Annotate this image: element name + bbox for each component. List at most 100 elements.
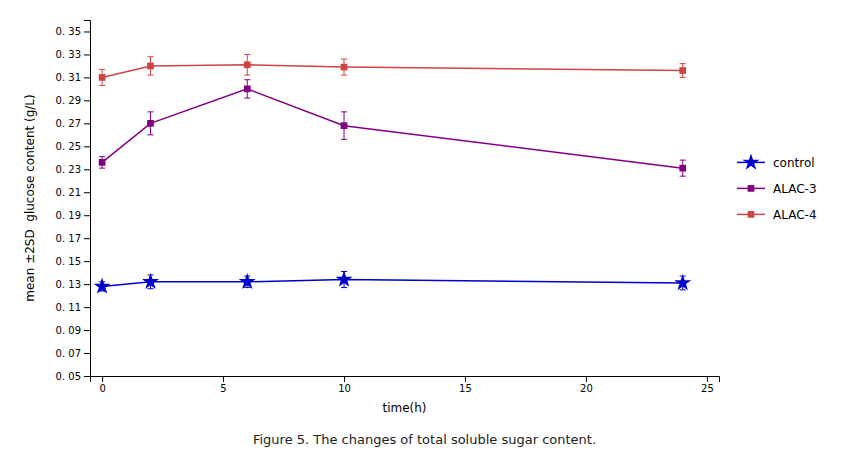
error-bar-cap [99,69,105,70]
error-bar-cap [244,287,250,288]
error-bar-cap [147,56,153,57]
error-bar-cap [244,54,250,55]
error-bar-cap [680,77,686,78]
tick-label: 15 [459,383,472,394]
point [244,86,251,93]
error-bar [680,64,686,78]
point [679,67,686,74]
tick: 0. 09 [56,325,90,336]
point [239,273,256,289]
tick: 10 [338,376,351,394]
line [102,89,683,168]
tick-label: 0. 25 [56,141,81,152]
error-bar [341,112,347,140]
error-bar-cap [244,75,250,76]
series [94,271,692,294]
tick-mark [84,261,90,262]
tick-label: 0. 31 [56,72,81,83]
error-bar [99,157,105,168]
legend-marker [748,185,755,192]
axis-line [91,377,720,383]
tick-mark [586,376,587,382]
tick: 0. 11 [56,302,90,313]
tick-mark [707,376,708,382]
tick: 25 [701,376,714,394]
tick-label: 0. 13 [56,279,81,290]
series [99,80,686,176]
error-bar-cap [244,79,250,80]
tick: 0. 13 [56,279,90,290]
tick-label: 0. 19 [56,210,81,221]
error-bar [341,59,347,75]
line [102,280,683,287]
point [147,120,154,127]
error-bar-cap [147,111,153,112]
legend: control ALAC-3 ALAC-4 [737,153,817,221]
tick-mark [84,54,90,55]
tick-mark [84,215,90,216]
legend-label: ALAC-3 [773,182,817,196]
legend-label: ALAC-4 [773,208,817,222]
error-bar-cap [99,168,105,169]
tick-label: 0. 17 [56,233,81,244]
tick: 0. 21 [56,187,90,198]
tick-mark [84,169,90,170]
tick-label: 0. 05 [56,371,81,382]
tick-mark [84,284,90,285]
error-bar-cap [680,63,686,64]
tick-mark [84,100,90,101]
tick-mark [344,376,345,382]
caption: Figure 5. The changes of total soluble s… [253,432,596,447]
legend-item: ALAC-4 [737,208,817,222]
error-bar-cap [147,288,153,289]
tick-mark [84,376,90,377]
tick: 20 [580,376,593,394]
x-axis: 0 5 10 15 20 25 [91,376,720,394]
error-bar-cap [341,75,347,76]
tick: 0. 27 [56,118,90,129]
tick: 0. 31 [56,72,90,83]
point [99,74,106,81]
legend-label: control [773,156,815,170]
tick: 0. 05 [56,371,90,382]
x-axis-title: time(h) [382,401,426,415]
error-bar [147,57,153,75]
point [99,159,106,166]
point [147,63,154,70]
tick-label: 0. 23 [56,164,81,175]
error-bar-cap [244,98,250,99]
error-bar [680,160,686,176]
point [142,273,159,289]
tick-mark [84,192,90,193]
legend-marker [742,153,759,169]
legend-item: ALAC-3 [737,182,817,196]
tick-label: 5 [220,383,226,394]
error-bar-cap [341,111,347,112]
point [244,61,251,68]
error-bar-cap [341,59,347,60]
error-bar-cap [147,134,153,135]
tick-label: 0. 11 [56,302,81,313]
tick: 5 [220,376,226,394]
tick-label: 25 [701,383,714,394]
tick: 0. 15 [56,256,90,267]
tick-label: 0. 27 [56,118,81,129]
error-bar-cap [680,289,686,290]
tick-mark [84,238,90,239]
tick-label: 0. 15 [56,256,81,267]
tick-label: 0. 07 [56,348,81,359]
tick-label: 0. 35 [56,26,81,37]
tick-mark [102,376,103,382]
error-bar-cap [341,139,347,140]
tick: 15 [459,376,472,394]
error-bar [244,80,250,98]
error-bar-cap [147,75,153,76]
tick: 0. 19 [56,210,90,221]
error-bar-cap [341,287,347,288]
tick-label: 0 [99,383,105,394]
point [336,271,353,287]
point [94,277,111,293]
legend-marker [748,211,755,218]
tick-mark [84,31,90,32]
legend-item: control [737,153,815,169]
